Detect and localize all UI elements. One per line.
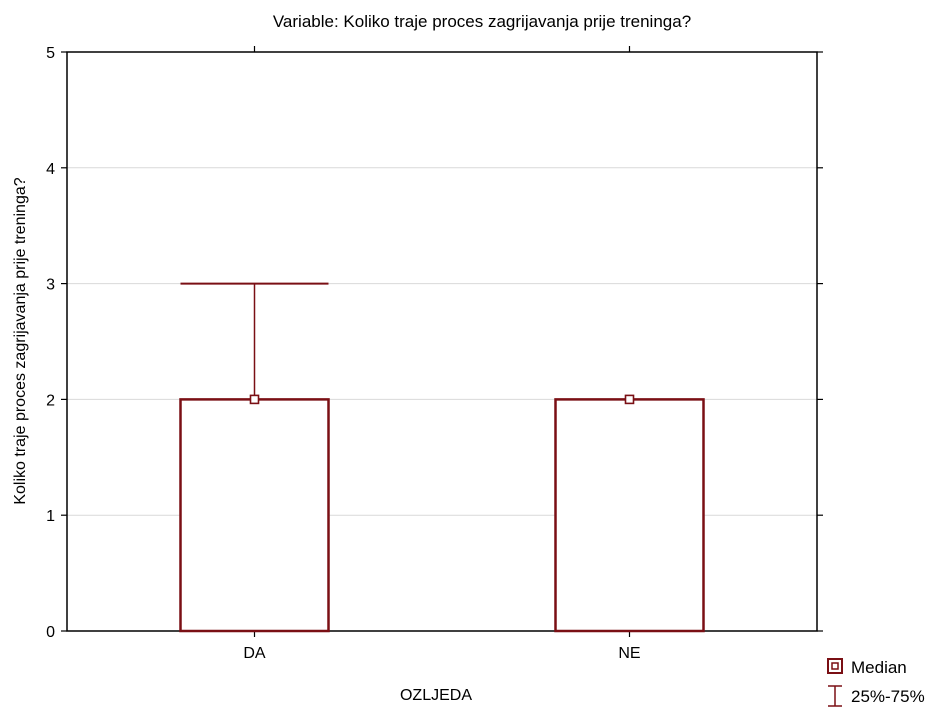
- legend-median-label: Median: [851, 658, 907, 677]
- y-tick-label: 0: [46, 624, 55, 641]
- box-series: [179, 282, 705, 633]
- legend-median-icon: [827, 658, 843, 674]
- y-axis-label: Koliko traje proces zagrijavanja prije t…: [12, 177, 29, 504]
- chart-title: Variable: Koliko traje proces zagrijavan…: [273, 12, 691, 31]
- x-tick-label: NE: [618, 645, 640, 662]
- legend: Median 25%-75%: [827, 658, 925, 707]
- x-tick-label: DA: [243, 645, 266, 662]
- y-tick-label: 3: [46, 277, 55, 294]
- y-tick-label: 1: [46, 508, 55, 525]
- x-axis-ticks: DA NE: [243, 46, 641, 662]
- y-tick-label: 5: [46, 45, 55, 62]
- box-ne: [554, 398, 705, 633]
- median-marker: [624, 394, 635, 405]
- y-axis-ticks: 0 1 2 3 4 5: [46, 45, 823, 641]
- x-axis-label: OZLJEDA: [400, 687, 472, 704]
- legend-range-icon: [828, 685, 842, 707]
- y-tick-label: 4: [46, 161, 55, 178]
- plot-frame: [66, 51, 818, 632]
- legend-range-label: 25%-75%: [851, 687, 925, 706]
- box-da: [179, 398, 330, 633]
- y-tick-label: 2: [46, 392, 55, 409]
- median-marker: [249, 394, 260, 405]
